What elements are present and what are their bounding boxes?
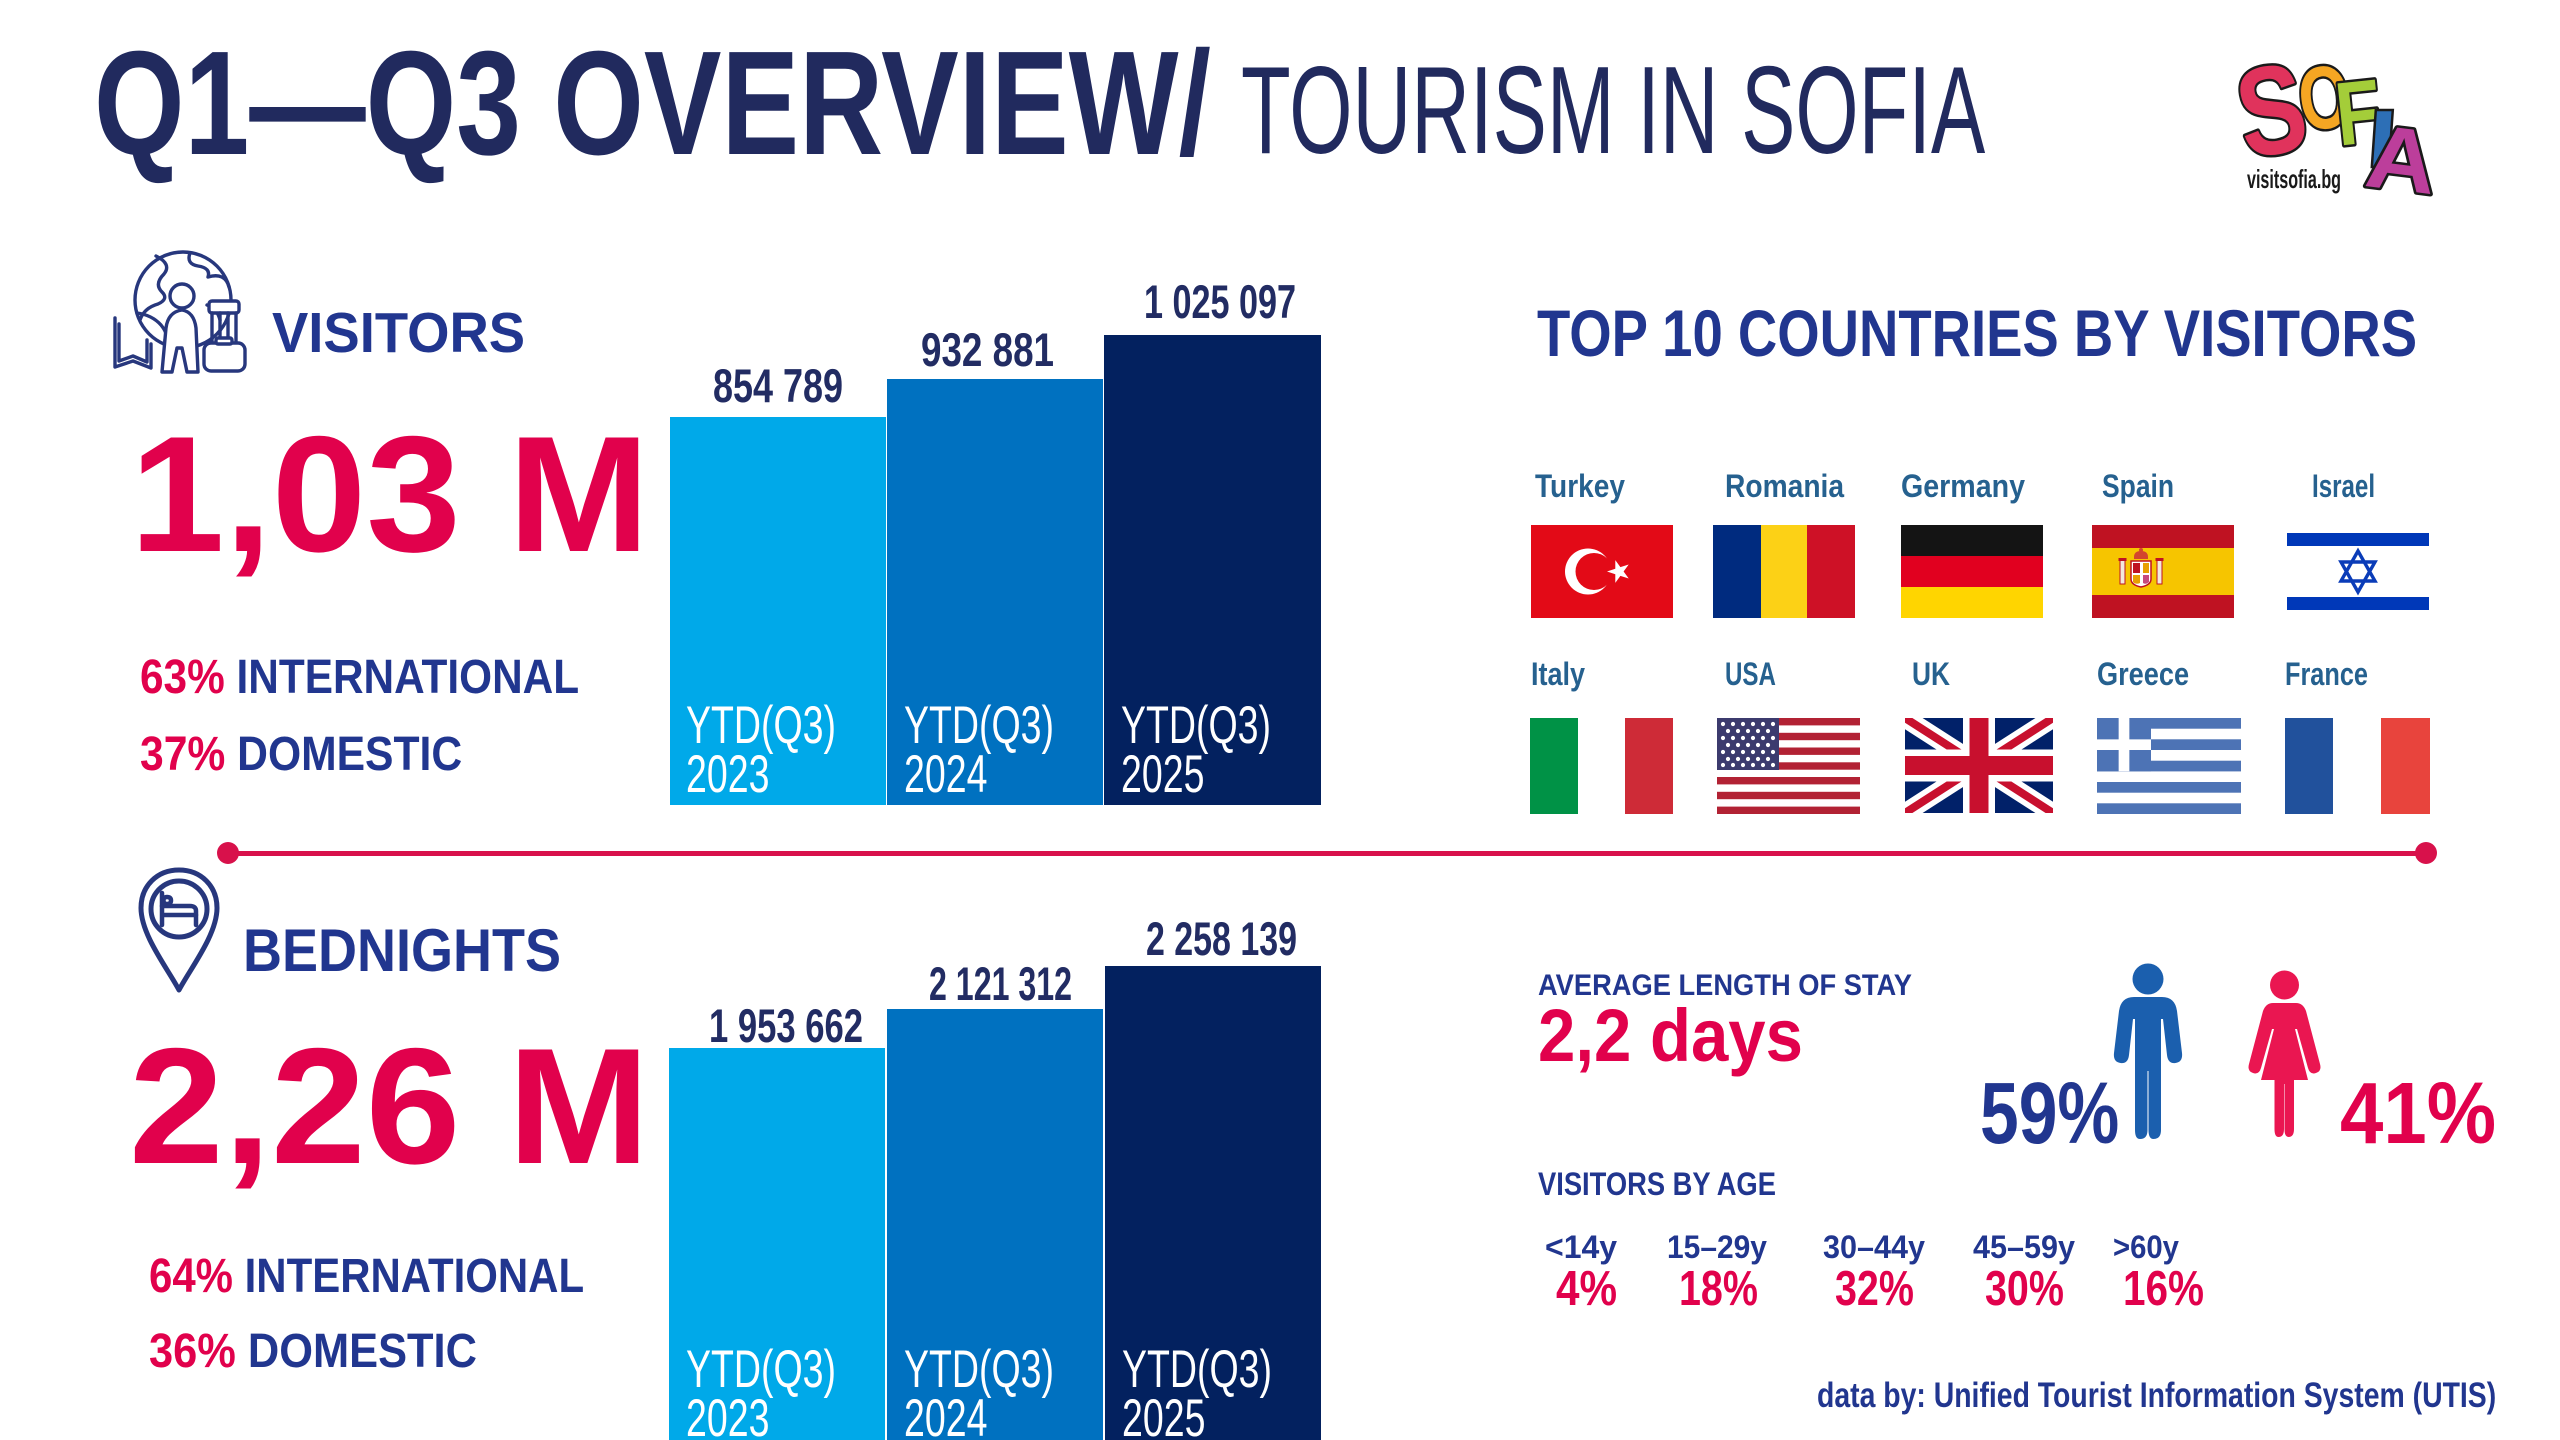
- svg-text:visitsofia.bg: visitsofia.bg: [2247, 164, 2341, 194]
- svg-text:A: A: [2361, 105, 2443, 210]
